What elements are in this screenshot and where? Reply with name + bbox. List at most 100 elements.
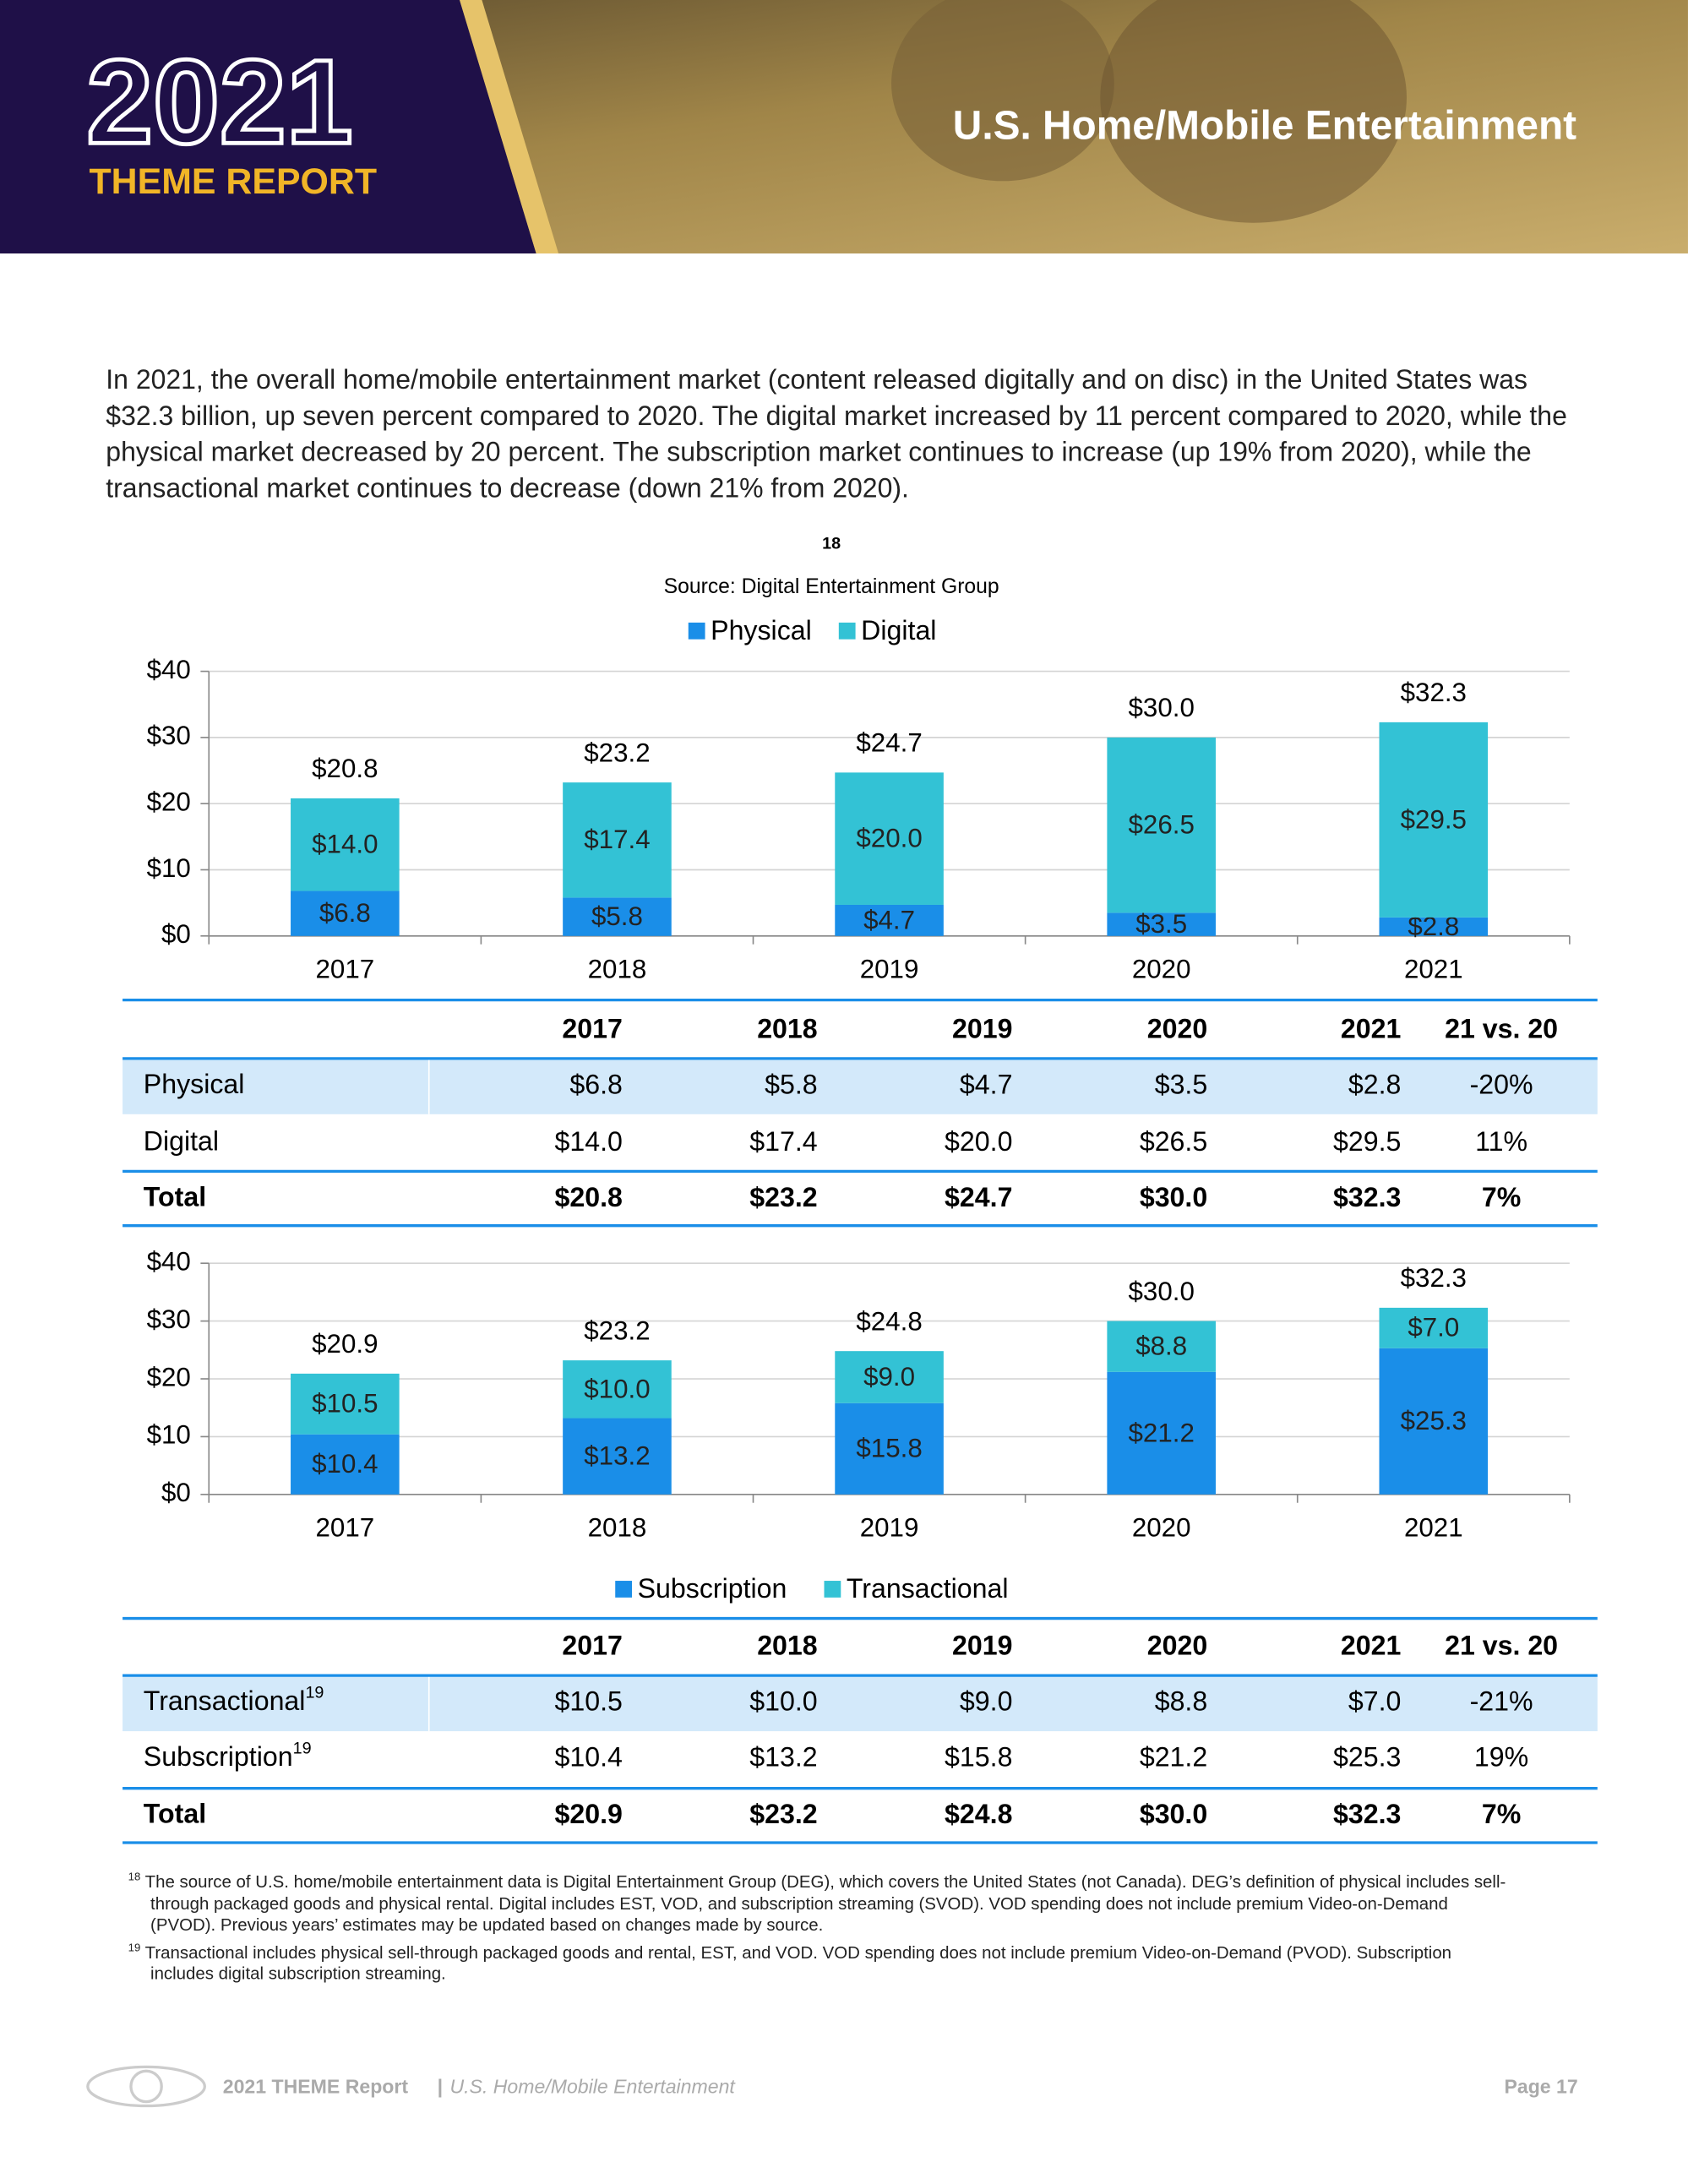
- row-shade: [123, 1675, 1598, 1732]
- table-cell: $10.0: [749, 1686, 817, 1717]
- footer-logo: [86, 2065, 206, 2108]
- footnote: 18 The source of U.S. home/mobile entert…: [123, 1866, 1516, 1936]
- table-cell: $30.0: [1140, 1182, 1207, 1212]
- bar-segment: [563, 782, 672, 898]
- table-cell: 7%: [1482, 1799, 1521, 1829]
- table-header: 2017: [562, 1013, 622, 1043]
- bar-segment: [1379, 1307, 1489, 1348]
- table-header: 2019: [952, 1013, 1012, 1043]
- value-label: $3.5: [1135, 909, 1187, 939]
- table-header: 2021: [1341, 1631, 1401, 1661]
- footer-separator: |: [437, 2075, 444, 2098]
- bar-segment: [1107, 1321, 1216, 1372]
- value-label: $17.4: [584, 825, 650, 854]
- bar-segment: [1107, 737, 1216, 913]
- bar-segment: [291, 1373, 400, 1435]
- total-label: $32.3: [1401, 678, 1467, 707]
- bar-segment: [1379, 1348, 1489, 1495]
- logo-circle: [129, 2069, 163, 2104]
- value-label: $14.0: [312, 830, 378, 859]
- header-report: THEME REPORT: [90, 161, 378, 202]
- header-panel: [0, 0, 536, 254]
- footnote-text: The source of U.S. home/mobile entertain…: [144, 1871, 1506, 1935]
- legend-label: Physical: [711, 615, 812, 645]
- row-shade: [123, 1058, 1598, 1114]
- bar-segment: [291, 798, 400, 891]
- footer: 2021 THEME Report | U.S. Home/Mobile Ent…: [0, 2070, 1688, 2106]
- bar-segment: [291, 890, 400, 936]
- footnote-text: Transactional includes physical sell-thr…: [144, 1942, 1452, 1984]
- header-year: 2021: [86, 35, 352, 169]
- row-label-text: Digital: [144, 1126, 219, 1157]
- footer-report: 2021 THEME Report: [222, 2075, 409, 2098]
- table-header: 2018: [757, 1631, 817, 1661]
- table-header: 2020: [1147, 1013, 1207, 1043]
- bar-segment: [563, 1360, 672, 1419]
- bar-segment: [563, 1418, 672, 1495]
- table-cell: $24.7: [945, 1182, 1012, 1212]
- y-tick-label: $0: [161, 919, 191, 949]
- row-label-text: Total: [144, 1182, 206, 1212]
- table-header: 2021: [1341, 1013, 1401, 1043]
- value-label: $13.2: [584, 1441, 650, 1471]
- total-label: $30.0: [1129, 693, 1195, 722]
- table-cell: $17.4: [749, 1126, 817, 1157]
- total-label: $32.3: [1401, 1263, 1467, 1293]
- table-cell: $3.5: [1155, 1069, 1208, 1099]
- row-label-text: Subscription: [144, 1742, 293, 1773]
- x-tick-label: 2018: [588, 1512, 647, 1542]
- y-tick-label: $20: [147, 787, 191, 816]
- table-cell: 19%: [1474, 1742, 1528, 1773]
- chart-title-note: 18: [822, 535, 841, 553]
- table-cell: $15.8: [945, 1742, 1012, 1773]
- footnotes: 18 The source of U.S. home/mobile entert…: [123, 1866, 1516, 1985]
- value-label: $29.5: [1401, 804, 1467, 834]
- row-label: Total: [144, 1182, 206, 1212]
- table-cell: $32.3: [1333, 1799, 1401, 1829]
- table-header: 2018: [757, 1013, 817, 1043]
- y-tick-label: $30: [147, 721, 191, 750]
- footnote-number: 18: [128, 1870, 141, 1883]
- legend-label: Subscription: [638, 1573, 787, 1604]
- total-label: $24.8: [856, 1306, 922, 1336]
- value-label: $7.0: [1408, 1313, 1459, 1343]
- bar-segment: [835, 1402, 944, 1495]
- row-label: Digital: [144, 1126, 219, 1157]
- table-cell: $24.8: [945, 1799, 1012, 1829]
- legend-swatch: [838, 622, 856, 640]
- row-label-text: Transactional: [144, 1686, 306, 1717]
- table-cell: $10.5: [554, 1686, 622, 1717]
- row-label: Physical: [144, 1069, 245, 1099]
- table-cell: $6.8: [569, 1069, 623, 1099]
- x-tick-label: 2020: [1132, 1512, 1191, 1542]
- table-cell: $8.8: [1155, 1686, 1208, 1717]
- table-cell: -20%: [1470, 1069, 1533, 1099]
- bar-segment: [1107, 912, 1216, 936]
- total-label: $23.2: [584, 1315, 650, 1345]
- value-label: $8.8: [1135, 1332, 1187, 1361]
- row-label: Transactional19: [144, 1684, 324, 1717]
- bar-segment: [291, 1434, 400, 1495]
- photo-shape: [1100, 0, 1407, 223]
- table-cell: $4.7: [960, 1069, 1013, 1099]
- x-tick-label: 2019: [860, 1512, 919, 1542]
- x-tick-label: 2019: [860, 954, 919, 983]
- total-label: $20.8: [312, 754, 378, 783]
- header-stripe: [460, 0, 559, 254]
- value-label: $10.4: [312, 1449, 378, 1479]
- legend-swatch: [688, 622, 705, 640]
- table-header: 21 vs. 20: [1445, 1013, 1558, 1043]
- table-cell: $26.5: [1140, 1126, 1207, 1157]
- bar-segment: [1107, 1371, 1216, 1495]
- table-cell: $23.2: [749, 1799, 817, 1829]
- row-label: Total: [144, 1799, 206, 1829]
- table-header: 2020: [1147, 1631, 1207, 1661]
- value-label: $10.0: [584, 1374, 650, 1403]
- row-label-text: Total: [144, 1799, 206, 1829]
- table-cell: $32.3: [1333, 1182, 1401, 1212]
- total-label: $30.0: [1129, 1277, 1195, 1306]
- header-title: U.S. Home/Mobile Entertainment: [953, 103, 1576, 148]
- value-label: $5.8: [591, 901, 643, 931]
- table-cell: $10.4: [554, 1742, 622, 1773]
